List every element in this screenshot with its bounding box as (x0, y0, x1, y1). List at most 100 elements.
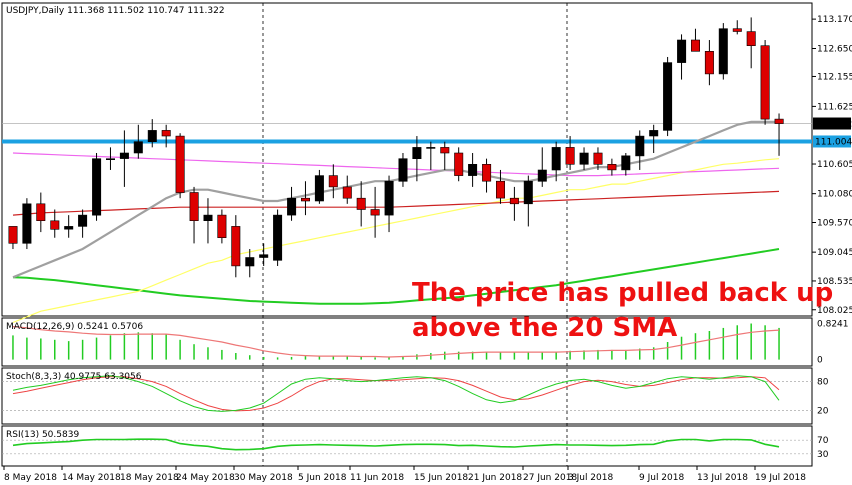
candle-bull (398, 158, 408, 182)
candle-bull (579, 152, 589, 165)
candle-bear (36, 203, 46, 222)
candle-bear (746, 31, 756, 47)
x-tick-label: 21 Jun 2018 (468, 473, 522, 483)
y-tick-label: 110.605 (817, 160, 852, 170)
candle-bull (119, 152, 129, 159)
candle-bear (774, 118, 784, 124)
annotation-line-2: above the 20 SMA (412, 313, 677, 343)
candle-bear (593, 152, 603, 165)
level-price-badge-bg (813, 135, 851, 148)
candle-bull (106, 158, 116, 160)
stoch-title: Stoch(8,3,3) 40.9775 63.3056 (6, 372, 142, 382)
candle-bear (704, 50, 714, 75)
rsi-title: RSI(13) 50.5839 (6, 430, 79, 440)
x-tick-label: 13 Jul 2018 (697, 473, 748, 483)
candle-bull (245, 257, 255, 267)
candle-bull (426, 147, 436, 149)
stoch-signal-line (12, 376, 780, 412)
candle-bear (509, 197, 519, 205)
candle-bear (8, 226, 18, 244)
candle-bull (621, 155, 631, 171)
y-tick-label: 108.025 (817, 306, 852, 316)
x-tick-label: 19 Jul 2018 (755, 473, 806, 483)
y-tick-label: 110.080 (817, 190, 852, 200)
rsi-y-label: 70 (817, 436, 829, 446)
candle-bear (760, 45, 770, 120)
current-price-badge: 111.322 (815, 120, 852, 130)
x-tick-label: 14 May 2018 (62, 473, 121, 483)
y-tick-label: 112.650 (817, 44, 852, 54)
main-plot (2, 17, 812, 324)
y-tick-label: 109.045 (817, 248, 852, 258)
candle-bull (314, 175, 324, 202)
candle-bear (161, 130, 171, 137)
current-price-badge-bg (813, 117, 851, 130)
candle-bull (287, 197, 297, 216)
candle-bull (64, 226, 74, 230)
candle-bull (718, 28, 728, 75)
candle-bull (537, 169, 547, 182)
y-tick-label: 108.535 (817, 277, 852, 287)
candle-bull (384, 180, 394, 216)
x-tick-label: 9 Jul 2018 (639, 473, 684, 483)
x-tick-label: 11 Jun 2018 (350, 473, 404, 483)
candle-bull (78, 214, 88, 227)
candle-bear (189, 192, 199, 222)
candle-bear (690, 39, 700, 52)
candle-bull (22, 203, 32, 244)
y-tick-label: 109.570 (817, 218, 852, 228)
candle-bear (370, 209, 380, 216)
candle-bull (203, 214, 213, 222)
stoch-main-line (12, 375, 780, 412)
candle-bull (259, 254, 269, 258)
candle-bear (300, 197, 310, 202)
candle-bull (412, 147, 422, 159)
macd-y-label: 0 (817, 356, 823, 366)
candle-bull (133, 141, 143, 154)
candle-bear (342, 186, 352, 199)
candle-bear (231, 226, 241, 267)
candle-bear (732, 28, 742, 32)
x-tick-label: 15 Jun 2018 (414, 473, 468, 483)
candle-bull (635, 135, 645, 157)
annotation-line-1: The price has pulled back up (412, 278, 833, 308)
sma-yellow-line (12, 158, 780, 324)
candle-bear (175, 135, 185, 193)
candle-bull (273, 214, 283, 261)
x-tick-label: 8 May 2018 (4, 473, 57, 483)
macd-title: MACD(12,26,9) 0.5241 0.5706 (6, 322, 143, 332)
x-tick-label: 30 May 2018 (234, 473, 293, 483)
candle-bear (217, 214, 227, 239)
symbol-header: USDJPY,Daily 111.368 111.502 110.747 111… (6, 6, 225, 16)
candle-bull (551, 147, 561, 171)
sma-20-gray-line (12, 120, 779, 279)
candle-bull (649, 130, 659, 137)
macd-signal-line (12, 326, 780, 358)
y-tick-label: 112.155 (817, 72, 852, 82)
x-tick-label: 5 Jun 2018 (298, 473, 347, 483)
x-tick-label: 18 May 2018 (120, 473, 179, 483)
macd-panel-frame (1, 317, 813, 367)
rsi-panel-frame (1, 425, 813, 467)
candle-bear (440, 147, 450, 154)
candle-bear (565, 147, 575, 165)
candle-bull (523, 180, 533, 205)
candle-bear (454, 152, 464, 176)
x-tick-label: 24 May 2018 (176, 473, 235, 483)
y-tick-label: 111.625 (817, 102, 852, 112)
candle-bull (468, 164, 478, 176)
x-tick-label: 27 Jun 2018 (523, 473, 577, 483)
rsi-y-label: 30 (817, 450, 829, 460)
candle-bull (663, 62, 673, 131)
level-price-badge: 111.004 (815, 137, 852, 147)
y-tick-label: 113.170 (817, 15, 852, 25)
candle-bear (607, 164, 617, 171)
stoch-plot (2, 375, 812, 412)
sma-red-line (12, 190, 780, 216)
candle-bear (356, 197, 366, 210)
macd-y-label: 0.8241 (817, 319, 849, 329)
stoch-y-label: 20 (817, 406, 829, 416)
candle-bear (482, 164, 492, 182)
rsi-line (12, 438, 780, 451)
